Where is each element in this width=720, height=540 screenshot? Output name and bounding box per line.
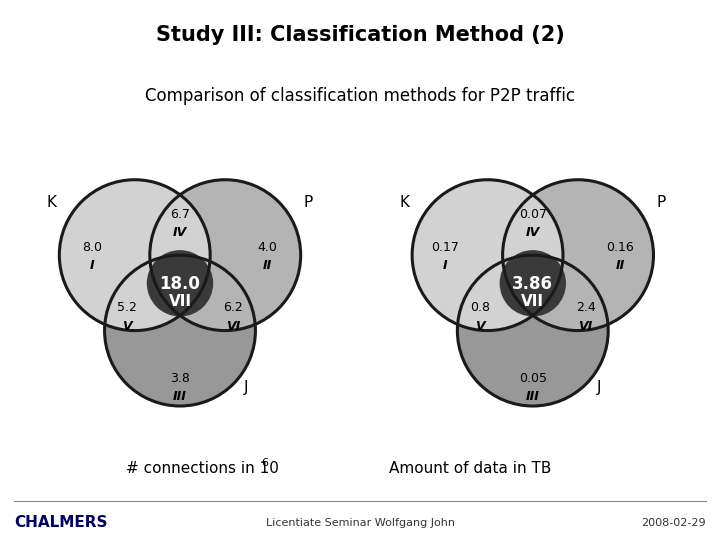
Text: I: I <box>90 259 95 272</box>
Circle shape <box>500 250 566 316</box>
Text: III: III <box>173 390 187 403</box>
Text: IV: IV <box>173 226 187 239</box>
Text: II: II <box>263 259 272 272</box>
Text: Amount of data in TB: Amount of data in TB <box>389 461 552 476</box>
Text: J: J <box>244 380 248 395</box>
Text: I: I <box>443 259 448 272</box>
Text: 0.17: 0.17 <box>431 241 459 254</box>
Circle shape <box>147 250 213 316</box>
Text: 2008-02-29: 2008-02-29 <box>641 518 706 528</box>
Circle shape <box>104 255 256 406</box>
Text: 3.86: 3.86 <box>513 275 553 293</box>
Text: CHALMERS: CHALMERS <box>14 516 108 530</box>
Circle shape <box>457 255 608 406</box>
Text: VII: VII <box>521 294 544 309</box>
Text: 3.8: 3.8 <box>170 373 190 386</box>
Text: 8.0: 8.0 <box>83 241 102 254</box>
Text: # connections in 10: # connections in 10 <box>126 461 279 476</box>
Text: II: II <box>616 259 625 272</box>
Circle shape <box>412 180 563 330</box>
Text: VI: VI <box>578 320 593 333</box>
Text: VI: VI <box>225 320 240 333</box>
Text: VII: VII <box>168 294 192 309</box>
Text: 4.0: 4.0 <box>258 241 277 254</box>
Text: 6: 6 <box>262 458 269 468</box>
Text: P: P <box>657 195 666 210</box>
Circle shape <box>150 180 301 330</box>
Circle shape <box>59 180 210 330</box>
Text: Licentiate Seminar Wolfgang John: Licentiate Seminar Wolfgang John <box>266 518 454 528</box>
Text: 0.07: 0.07 <box>519 208 546 221</box>
Text: 5.2: 5.2 <box>117 301 137 314</box>
Text: 18.0: 18.0 <box>160 275 200 293</box>
Text: V: V <box>475 320 485 333</box>
Text: 2.4: 2.4 <box>576 301 595 314</box>
Text: 6.2: 6.2 <box>223 301 243 314</box>
Text: V: V <box>122 320 132 333</box>
Text: 6.7: 6.7 <box>170 208 190 221</box>
Text: 0.05: 0.05 <box>519 373 546 386</box>
Text: Study III: Classification Method (2): Study III: Classification Method (2) <box>156 25 564 45</box>
Text: J: J <box>597 380 601 395</box>
Text: IV: IV <box>526 226 540 239</box>
Circle shape <box>503 180 654 330</box>
Text: K: K <box>399 195 409 210</box>
Text: III: III <box>526 390 540 403</box>
Text: K: K <box>46 195 56 210</box>
Text: 0.16: 0.16 <box>606 241 634 254</box>
Text: 0.8: 0.8 <box>470 301 490 314</box>
Text: P: P <box>304 195 313 210</box>
Text: Comparison of classification methods for P2P traffic: Comparison of classification methods for… <box>145 87 575 105</box>
